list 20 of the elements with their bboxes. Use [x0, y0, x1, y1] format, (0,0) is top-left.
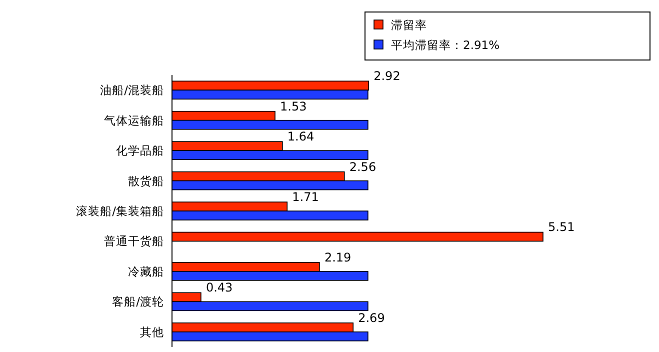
y-tick-label: 普通干货船: [104, 234, 164, 248]
data-label: 2.92: [374, 69, 400, 84]
data-label: 1.71: [292, 190, 319, 204]
legend-label: 平均滞留率：2.91%: [391, 38, 500, 52]
data-label: 5.51: [548, 220, 575, 234]
y-tick-label: 客船/渡轮: [112, 294, 164, 309]
data-label: 1.53: [280, 99, 307, 114]
y-tick-label: 油船/混装船: [100, 83, 164, 98]
y-tick-label: 冷藏船: [128, 264, 164, 278]
data-label: 0.43: [206, 280, 233, 295]
data-label: 1.64: [287, 130, 314, 144]
data-label: 2.19: [324, 250, 352, 264]
y-tick-label: 气体运输船: [104, 113, 164, 128]
legend-label: 滞留率: [391, 18, 427, 32]
data-label: 2.56: [349, 160, 376, 174]
y-tick-label: 散货船: [128, 174, 164, 188]
y-tick-label: 化学品船: [116, 144, 164, 158]
y-tick-label: 其他: [140, 324, 164, 339]
data-label: 2.69: [358, 310, 385, 325]
y-tick-label: 滚装船/集装箱船: [76, 204, 164, 218]
